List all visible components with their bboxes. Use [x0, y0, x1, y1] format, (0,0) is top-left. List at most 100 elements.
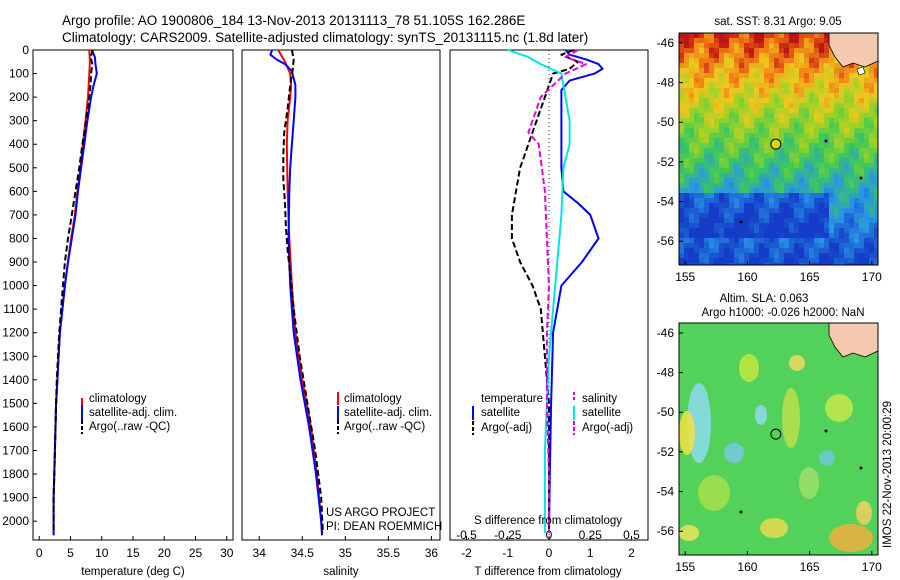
sst-cell	[819, 173, 824, 178]
sst-cell	[684, 248, 689, 253]
x-tick-label: 20	[158, 546, 172, 560]
sst-cell	[839, 88, 844, 93]
sst-cell	[689, 223, 694, 228]
sst-cell	[779, 83, 784, 88]
sst-cell	[739, 263, 744, 265]
sst-cell	[769, 208, 774, 213]
sst-cell	[709, 193, 714, 198]
sst-cell	[739, 228, 744, 233]
sst-cell	[849, 143, 854, 148]
sst-cell	[824, 183, 829, 188]
sst-cell	[804, 248, 809, 253]
sst-cell	[769, 183, 774, 188]
sst-cell	[869, 168, 874, 173]
map-lat-tick-label: -56	[657, 234, 675, 248]
sst-cell	[714, 153, 719, 158]
sst-cell	[729, 213, 734, 218]
sst-cell	[734, 213, 739, 218]
sst-cell	[839, 98, 844, 103]
sst-cell	[709, 148, 714, 153]
sst-cell	[819, 153, 824, 158]
sst-cell	[799, 83, 804, 88]
sst-cell	[794, 88, 799, 93]
sst-cell	[789, 128, 794, 133]
sst-cell	[779, 123, 784, 128]
sst-cell	[764, 223, 769, 228]
sst-cell	[749, 93, 754, 98]
sst-cell	[859, 228, 864, 233]
sst-cell	[734, 138, 739, 143]
sst-cell	[824, 53, 829, 58]
series-line-temperature-argo-adj-	[510, 49, 579, 533]
sst-cell	[684, 163, 689, 168]
sst-cell	[689, 218, 694, 223]
sst-cell	[709, 53, 714, 58]
sst-cell	[699, 118, 704, 123]
sst-cell	[719, 178, 724, 183]
sst-cell	[824, 173, 829, 178]
sst-cell	[704, 218, 709, 223]
sst-cell	[799, 253, 804, 258]
sst-cell	[709, 133, 714, 138]
sst-cell	[824, 163, 829, 168]
sst-cell	[694, 243, 699, 248]
sst-cell	[789, 58, 794, 63]
sst-cell	[834, 193, 839, 198]
sst-cell	[749, 243, 754, 248]
sst-cell	[839, 73, 844, 78]
sst-cell	[759, 138, 764, 143]
legend-label-temp-satellite: satellite	[481, 407, 520, 419]
sst-cell	[694, 133, 699, 138]
sst-cell	[794, 253, 799, 258]
sst-cell	[824, 78, 829, 83]
sst-cell	[799, 158, 804, 163]
sst-cell	[714, 113, 719, 118]
sst-cell	[829, 183, 834, 188]
sst-cell	[704, 133, 709, 138]
sst-cell	[849, 133, 854, 138]
temperature-legend: climatology satellite-adj. clim. Argo(..…	[81, 393, 177, 434]
sst-cell	[834, 208, 839, 213]
sst-cell	[754, 213, 759, 218]
sst-cell	[854, 98, 859, 103]
sst-cell	[784, 133, 789, 138]
sst-cell	[859, 128, 864, 133]
sst-cell	[769, 193, 774, 198]
sst-cell	[729, 183, 734, 188]
sst-cell	[759, 53, 764, 58]
sst-cell	[864, 118, 869, 123]
sst-cell	[679, 173, 684, 178]
sst-cell	[804, 213, 809, 218]
sst-cell	[799, 258, 804, 263]
sst-cell	[824, 238, 829, 243]
sst-cell	[679, 38, 684, 43]
sst-cell	[799, 38, 804, 43]
sst-cell	[739, 208, 744, 213]
map-lon-tick-label: 170	[862, 560, 882, 574]
new-zealand-coast-shape	[828, 33, 878, 68]
sst-cell	[834, 188, 839, 193]
sst-cell	[689, 88, 694, 93]
sst-cell	[739, 58, 744, 63]
sst-cell	[724, 53, 729, 58]
sst-cell	[814, 43, 819, 48]
sst-cell	[839, 183, 844, 188]
sst-cell	[809, 233, 814, 238]
sst-cell	[799, 193, 804, 198]
sst-cell	[734, 228, 739, 233]
sst-cell	[744, 53, 749, 58]
sst-cell	[784, 173, 789, 178]
sst-cell	[784, 218, 789, 223]
sst-cell	[789, 213, 794, 218]
sst-cell	[689, 263, 694, 265]
sst-cell	[864, 68, 869, 73]
sst-cell	[874, 138, 878, 143]
sst-cell	[824, 243, 829, 248]
sst-cell	[839, 78, 844, 83]
sst-cell	[784, 223, 789, 228]
sst-cell	[714, 183, 719, 188]
sst-cell	[799, 93, 804, 98]
sst-cell	[709, 113, 714, 118]
sst-cell	[844, 108, 849, 113]
sst-cell	[804, 43, 809, 48]
